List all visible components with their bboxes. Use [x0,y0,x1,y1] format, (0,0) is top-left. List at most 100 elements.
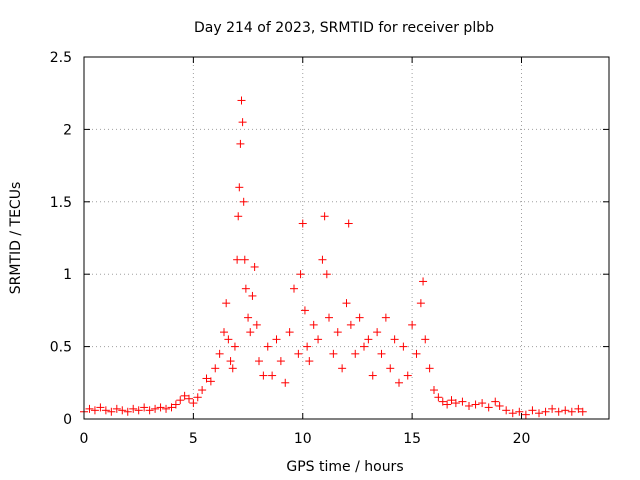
data-point [235,183,244,192]
data-point [434,393,443,402]
data-point [294,349,303,358]
data-point [447,396,456,405]
data-points [80,96,587,419]
x-tick-label: 0 [80,431,89,447]
x-tick-label: 20 [513,431,531,447]
data-point [290,284,298,293]
data-point [167,403,176,412]
data-point [211,364,220,373]
data-point [344,219,353,228]
y-axis-label: SRMTID / TECUs [8,182,24,295]
data-point [554,407,563,416]
data-point [495,401,504,410]
y-tick-label: 0 [63,412,72,428]
data-point [535,409,543,418]
data-point [85,404,94,413]
data-point [233,255,242,264]
data-point [298,219,307,228]
y-tick-label: 1.5 [50,195,72,211]
data-point [443,400,452,409]
data-point [90,406,99,415]
data-point [521,410,530,419]
data-point [471,400,480,409]
data-point [96,403,105,412]
data-point [276,357,285,366]
plot-frame [83,56,610,420]
data-point [305,357,314,366]
data-point [484,403,493,412]
data-point [198,386,207,395]
data-point [300,306,309,315]
data-point [189,399,198,408]
data-point [322,270,331,279]
data-point [285,328,294,337]
data-point [368,371,377,380]
data-point [364,335,373,344]
data-point [320,212,329,221]
data-point [234,212,243,221]
data-point [329,349,338,358]
data-point [162,404,171,413]
data-point [185,394,193,403]
chart-title: Day 214 of 2023, SRMTID for receiver plb… [194,20,494,36]
data-point [412,349,421,358]
data-point [377,349,386,358]
data-point [123,407,132,416]
data-point [399,342,408,351]
data-point [244,313,253,322]
data-point [263,342,272,351]
data-point [491,397,500,406]
data-point [318,255,327,264]
data-point [541,407,550,416]
data-point [390,335,399,344]
y-tick-label: 2 [63,122,72,138]
data-point [346,320,355,329]
data-point [515,407,524,416]
data-point [259,371,268,380]
data-point [129,404,138,413]
data-point [574,404,583,413]
data-point [342,299,351,308]
data-point [193,393,202,402]
data-point [250,262,259,271]
data-point [338,364,347,373]
data-point [176,396,185,405]
data-point [508,409,517,418]
data-point [578,407,587,416]
data-point [220,328,228,337]
data-point [296,270,305,279]
x-tick-label: 5 [189,431,198,447]
data-point [548,404,557,413]
data-point [314,335,323,344]
axis-ticks: 0 5 10 15 20 0 0.5 1 1.5 2 2.5 [50,50,609,447]
data-point [416,299,425,308]
data-point [134,406,143,415]
data-point [325,313,333,322]
data-point [224,335,233,344]
data-point [171,400,180,409]
data-point [373,328,382,337]
data-point [360,342,368,351]
data-point [430,386,438,395]
data-point [241,284,250,293]
data-point [438,397,447,406]
data-point [246,328,255,337]
data-point [180,391,189,400]
data-point [281,378,290,387]
data-point [145,406,154,415]
data-point [236,139,245,148]
data-point [239,197,248,206]
y-tick-label: 2.5 [50,50,72,66]
data-point [228,364,237,373]
data-point [215,349,224,358]
data-point [226,357,235,366]
data-point [202,374,211,383]
data-point [408,320,417,329]
data-point [248,291,257,300]
data-point [237,96,246,105]
data-point [112,404,121,413]
data-point [333,328,342,337]
data-point [272,335,281,344]
data-point [151,404,160,413]
